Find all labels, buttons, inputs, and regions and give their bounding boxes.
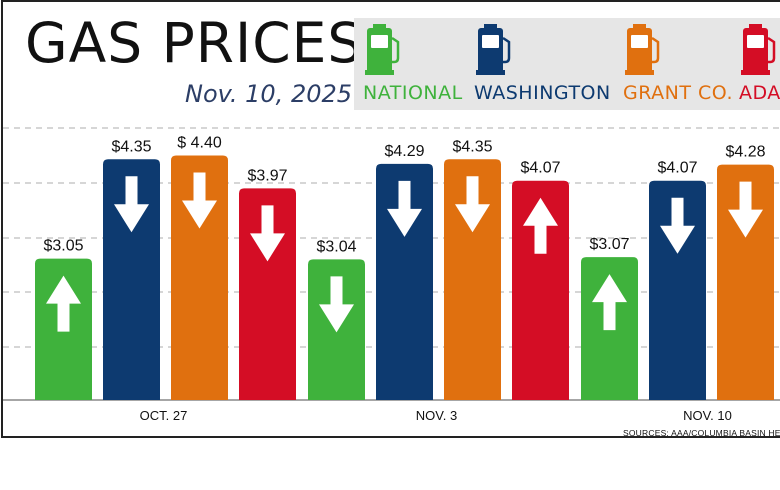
bar-chart: $3.05 $3.04 $3.07 $4.35 $4.29 $4.07 $ 4.40 $4.3… bbox=[3, 127, 780, 423]
data-label: $3.04 bbox=[316, 238, 356, 255]
legend-label-washington: WASHINGTON bbox=[474, 82, 611, 104]
gas-pump-icon bbox=[476, 24, 511, 75]
bar bbox=[239, 188, 296, 400]
data-label: $4.28 bbox=[725, 144, 765, 161]
arrow-up-icon bbox=[592, 274, 627, 331]
x-tick-label: NOV. 10 bbox=[683, 408, 732, 423]
arrow-down-icon bbox=[660, 197, 695, 254]
bar bbox=[717, 164, 774, 400]
page-title: GAS PRICES bbox=[25, 11, 364, 75]
arrow-down-icon bbox=[182, 172, 217, 229]
arrow-up-icon bbox=[46, 275, 81, 332]
legend-label-national: NATIONAL bbox=[363, 82, 463, 104]
gas-pump-icon bbox=[365, 24, 400, 75]
data-label: $4.29 bbox=[384, 143, 424, 160]
data-label: $3.97 bbox=[247, 167, 287, 184]
data-label: $4.35 bbox=[111, 138, 151, 155]
gas-pump-icon bbox=[741, 24, 776, 75]
arrow-down-icon bbox=[250, 205, 285, 262]
arrow-up-icon bbox=[523, 197, 558, 254]
data-label: $3.07 bbox=[589, 236, 629, 253]
data-label: $4.35 bbox=[452, 138, 492, 155]
chart-date: Nov. 10, 2025 bbox=[185, 80, 353, 108]
gas-pump-icon bbox=[625, 24, 660, 75]
bar bbox=[171, 155, 228, 400]
data-label: $3.05 bbox=[43, 238, 83, 255]
x-tick-label: NOV. 3 bbox=[416, 408, 457, 423]
bar bbox=[444, 159, 501, 400]
bar bbox=[376, 163, 433, 400]
legend-label-grant: GRANT CO. bbox=[623, 82, 734, 104]
arrow-down-icon bbox=[387, 180, 422, 237]
arrow-down-icon bbox=[728, 181, 763, 238]
bar bbox=[103, 159, 160, 400]
arrow-down-icon bbox=[114, 176, 149, 233]
source-note: SOURCES: AAA/COLUMBIA BASIN HE bbox=[623, 428, 780, 438]
bar bbox=[512, 180, 569, 400]
data-label: $4.07 bbox=[520, 160, 560, 177]
arrow-down-icon bbox=[319, 276, 354, 333]
chart-frame: GAS PRICES Nov. 10, 2025 NATIONAL WASHIN… bbox=[1, 0, 780, 438]
legend: NATIONAL WASHINGTON GRANT CO. ADAM bbox=[354, 18, 780, 110]
legend-label-adams: ADAM bbox=[739, 82, 780, 104]
data-label: $4.07 bbox=[657, 160, 697, 177]
bar bbox=[649, 180, 706, 400]
data-label: $ 4.40 bbox=[177, 134, 222, 151]
arrow-down-icon bbox=[455, 176, 490, 233]
x-tick-label: OCT. 27 bbox=[140, 408, 188, 423]
